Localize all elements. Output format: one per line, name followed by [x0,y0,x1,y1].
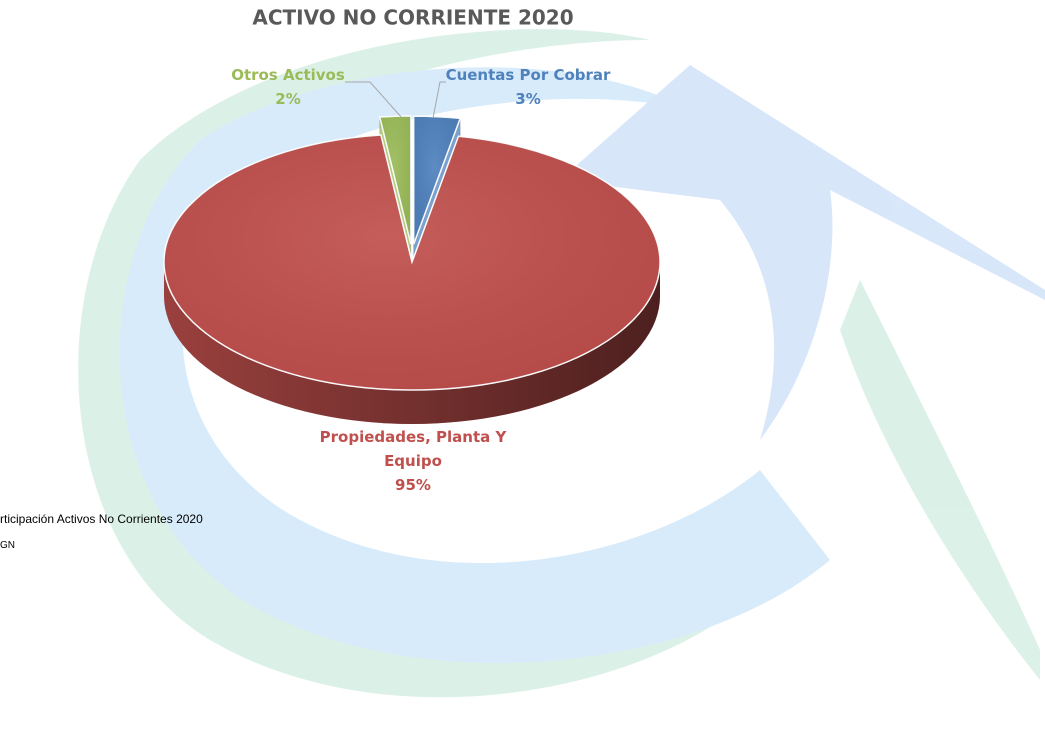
label-name: Propiedades, Planta Y Equipo [319,428,507,470]
slice-label: Propiedades, Planta Y Equipo 95% [298,425,528,497]
label-value: 95% [395,476,431,494]
caption: rticipación Activos No Corrientes 2020 [0,512,203,526]
slice-label: Otros Activos 2% [218,63,358,111]
slice-side-shade [164,262,660,424]
label-value: 3% [515,90,541,108]
source: GN [0,540,15,551]
slice-gloss [379,116,411,245]
slice-label: Cuentas Por Cobrar 3% [428,63,628,111]
background-swirl [78,29,1045,698]
label-value: 2% [275,90,301,108]
slice-gloss [164,135,661,391]
label-name: Otros Activos [231,66,345,84]
pie [163,115,661,424]
slice-gloss [413,116,461,245]
chart-title: ACTIVO NO CORRIENTE 2020 [252,6,573,30]
leader-lines [345,81,446,119]
label-name: Cuentas Por Cobrar [445,66,611,84]
